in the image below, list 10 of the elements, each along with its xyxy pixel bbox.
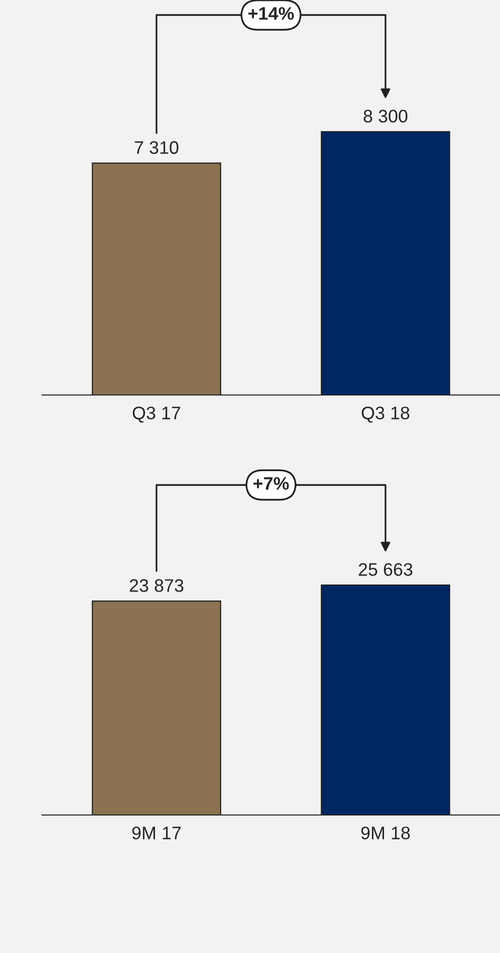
text: +14% [248, 7, 294, 20]
data-label: 7 310 [134, 141, 178, 154]
data-label: 8 300 [364, 110, 408, 123]
x-tick-label: 9M 18 [361, 826, 410, 840]
text: +7% [253, 477, 289, 490]
x-tick-label: 9M 17 [132, 826, 181, 840]
data-label: 23 873 [130, 579, 184, 592]
x-tick-label: Q3 17 [132, 406, 180, 423]
x-tick-label: Q3 18 [362, 406, 410, 423]
data-label: 25 663 [358, 563, 412, 576]
